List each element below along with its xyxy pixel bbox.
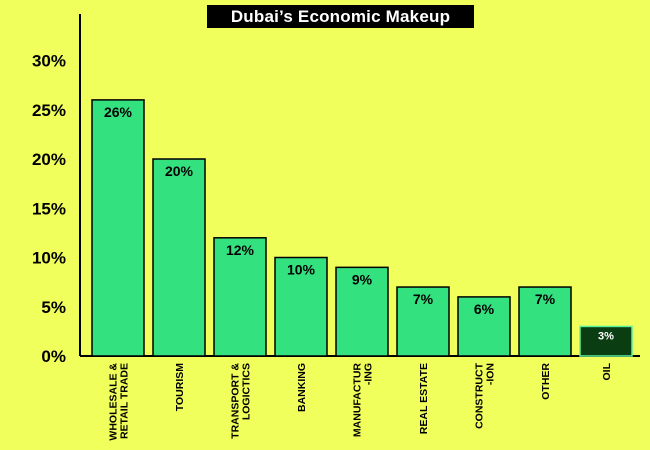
bar-value-label: 7%: [413, 291, 434, 307]
category-label: MANUFACTUR -ING: [352, 363, 375, 437]
category-label-line: OIL: [601, 362, 613, 380]
category-label: CONSTRUCT -ION: [474, 362, 497, 428]
bar: [579, 325, 633, 357]
bar: [213, 237, 267, 357]
chart-title: Dubai’s Economic Makeup: [207, 5, 474, 28]
category-label-line: CONSTRUCT: [474, 362, 486, 428]
bar: [91, 99, 145, 357]
category-label-line: TRANSPORT &: [230, 363, 242, 439]
category-label: OIL: [601, 362, 613, 380]
labels-layer: 26% WHOLESALE & RETAIL TRADE 20% TOURISM 12% T…: [104, 104, 614, 441]
category-label: WHOLESALE & RETAIL TRADE: [108, 363, 131, 441]
bar-value-label: 12%: [226, 242, 255, 258]
category-label-line: WHOLESALE &: [108, 363, 120, 441]
category-label: TOURISM: [174, 363, 186, 411]
bar-value-label: 26%: [104, 104, 133, 120]
bar: [335, 266, 389, 357]
category-label-line: OTHER: [540, 363, 552, 400]
y-tick-label: 5%: [41, 298, 66, 317]
y-tick-label: 25%: [32, 101, 66, 120]
bar: [518, 286, 572, 357]
category-label-line: -ING: [363, 363, 375, 385]
bar: [457, 296, 511, 357]
category-label-line: LOGICTICS: [241, 363, 253, 420]
bar: [396, 286, 450, 357]
category-label: TRANSPORT & LOGICTICS: [230, 363, 253, 439]
y-tick-label: 30%: [32, 52, 66, 71]
bar-value-label: 20%: [165, 163, 194, 179]
category-label-line: MANUFACTUR: [352, 363, 364, 437]
category-label: BANKING: [296, 363, 308, 412]
y-tick-label: 15%: [32, 199, 66, 218]
category-label-line: RETAIL TRADE: [119, 363, 131, 439]
bar-value-label: 10%: [287, 262, 316, 278]
bar-value-label: 9%: [352, 271, 373, 287]
category-label: REAL ESTATE: [418, 363, 430, 434]
y-tick-label: 0%: [41, 347, 66, 366]
bar-value-label: 7%: [535, 291, 556, 307]
bar-value-label: 3%: [598, 330, 614, 342]
category-label-line: REAL ESTATE: [418, 363, 430, 434]
category-label-line: -ION: [485, 363, 497, 385]
bar-value-label: 6%: [474, 301, 495, 317]
category-label-line: BANKING: [296, 363, 308, 412]
category-label-line: TOURISM: [174, 363, 186, 411]
bar: [152, 158, 206, 357]
category-label: OTHER: [540, 363, 552, 400]
y-tick-label: 20%: [32, 150, 66, 169]
bars-layer: [91, 99, 633, 357]
y-tick-label: 10%: [32, 249, 66, 268]
bar: [274, 256, 328, 357]
